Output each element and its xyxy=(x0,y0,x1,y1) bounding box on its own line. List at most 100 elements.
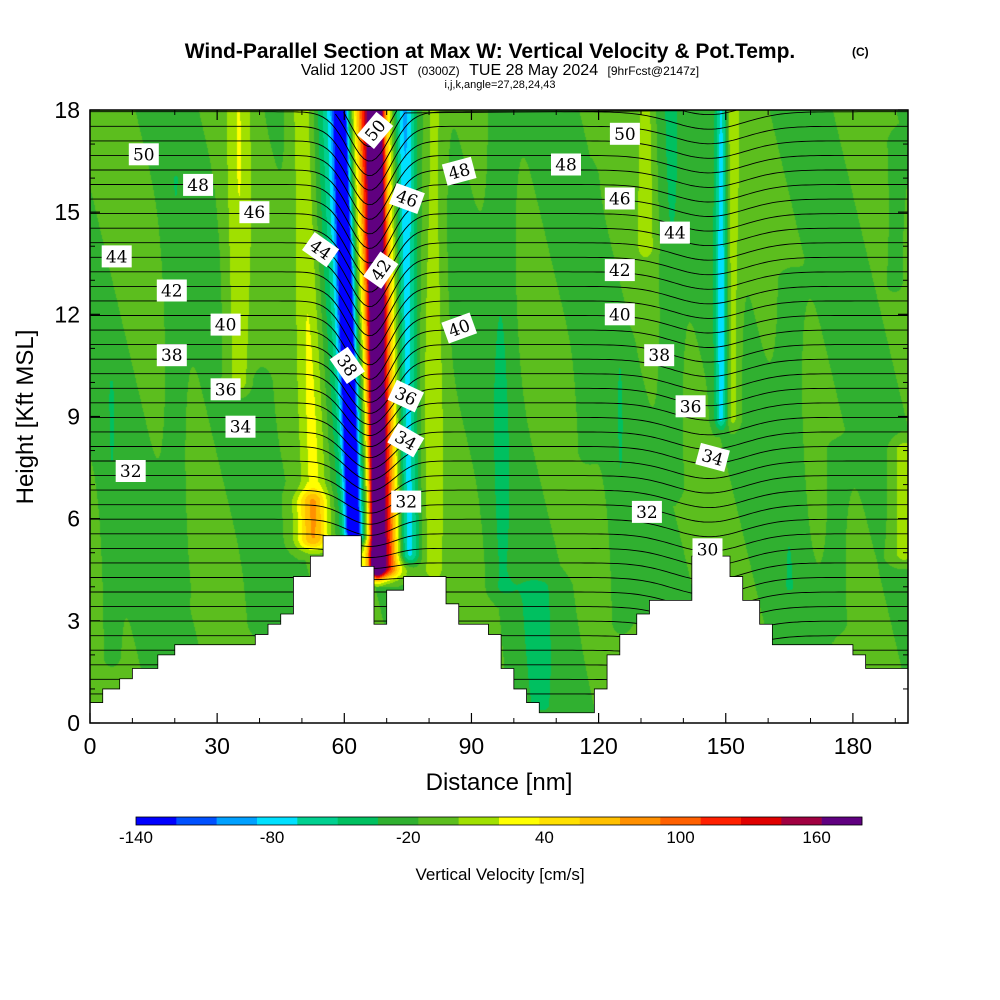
terrain-mask xyxy=(90,535,908,723)
contour-label-box xyxy=(659,221,690,244)
x-tick-label: 150 xyxy=(707,733,745,759)
isentrope-line xyxy=(90,344,908,403)
isentrope-line xyxy=(90,271,908,337)
contour-label-text: 36 xyxy=(680,397,702,417)
colorbar-swatch xyxy=(176,817,217,825)
contour-label: 48 xyxy=(551,153,581,176)
contour-label: 38 xyxy=(156,344,187,367)
isentrope-line xyxy=(90,373,908,425)
x-tick-label: 120 xyxy=(579,733,617,759)
isentrope-line xyxy=(90,184,908,249)
isentrope-line xyxy=(90,547,908,567)
contour-label-box xyxy=(609,122,640,145)
chart-subtitle: Valid 1200 JST (0300Z) TUE 28 May 2024 [… xyxy=(301,62,699,79)
colorbar-swatch xyxy=(741,817,782,825)
y-tick-label: 3 xyxy=(67,608,80,634)
contour-label-box xyxy=(210,378,241,401)
contour-label-box xyxy=(156,344,187,367)
contour-label-text: 42 xyxy=(609,261,631,281)
colorbar-label: -20 xyxy=(396,828,421,847)
colorbar-swatch xyxy=(660,817,701,825)
contour-label: 30 xyxy=(692,538,723,561)
contour-label-text: 42 xyxy=(161,282,183,302)
isentrope-line xyxy=(90,358,908,414)
contour-label: 50 xyxy=(609,122,640,145)
isentrope-line xyxy=(90,154,908,220)
contour-label: 32 xyxy=(631,500,662,523)
contour-label-text: 38 xyxy=(161,346,183,366)
contour-label: 46 xyxy=(604,187,635,210)
contour-label-text: 32 xyxy=(395,493,417,513)
colorbar-swatch xyxy=(297,817,338,825)
contour-label: 42 xyxy=(604,259,635,282)
contour-label-box xyxy=(387,423,425,458)
isentrope-line xyxy=(90,460,908,492)
isentrope-line xyxy=(90,125,908,191)
y-axis-label: Height [Kft MSL] xyxy=(12,330,39,505)
contour-label-text: 38 xyxy=(648,346,670,366)
x-tick-label: 30 xyxy=(204,733,230,759)
forecast-label: [9hrFcst@2147z] xyxy=(608,64,700,78)
contour-label: 38 xyxy=(644,344,675,367)
contour-label-text: 36 xyxy=(215,380,237,400)
colorbar-label: 160 xyxy=(802,828,830,847)
colorbar-swatch xyxy=(418,817,459,825)
contour-label-box xyxy=(387,379,425,413)
colorbar-swatch xyxy=(136,817,177,825)
contour-label: 34 xyxy=(225,415,256,438)
contour-label-box xyxy=(675,395,706,418)
contour-label-box xyxy=(239,201,270,224)
isentrope-line xyxy=(90,518,908,538)
colorbar-swatch xyxy=(337,817,379,825)
contour-label: 32 xyxy=(115,460,146,482)
colorbar-swatch xyxy=(216,817,258,825)
colorbar-swatch xyxy=(821,817,863,825)
colorbar-label: 40 xyxy=(535,828,554,847)
contour-label-text: 50 xyxy=(614,125,636,145)
isentrope-line xyxy=(335,110,737,162)
contour-label: 36 xyxy=(675,395,706,418)
contour-label-text: 50 xyxy=(133,145,155,165)
colorbar-swatch xyxy=(700,817,742,825)
contour-label-box xyxy=(695,442,730,472)
contour-label-box xyxy=(604,187,635,210)
contour-label-box xyxy=(551,153,581,176)
valid-utc-label: (0300Z) xyxy=(418,64,460,78)
x-tick-label: 90 xyxy=(459,733,485,759)
plot-area: 50 48 46 44 42 40 38 36 34 32 44 50 46 42 38 36 34 32 48 40… xyxy=(90,110,908,723)
isentrope-line xyxy=(90,111,908,177)
colorbar-label: -80 xyxy=(260,828,285,847)
isentrope-line xyxy=(90,256,908,322)
colorbar: -140 -80 -20 40 100 160 xyxy=(119,816,863,847)
colorbar-swatch xyxy=(458,817,500,825)
contour-label-box xyxy=(644,344,675,367)
contour-label-box xyxy=(441,312,478,344)
contour-label-box xyxy=(210,313,241,336)
contour-label-box xyxy=(357,111,394,149)
contour-label-text: 32 xyxy=(636,503,658,523)
colorbar-label: 100 xyxy=(666,828,694,847)
isentrope-line xyxy=(90,169,908,235)
contour-label: 40 xyxy=(210,313,241,336)
isentrope-line xyxy=(90,402,908,448)
contour-label-text: 34 xyxy=(230,418,252,438)
y-tick-label: 12 xyxy=(54,301,80,327)
colorbar-swatch xyxy=(257,817,298,825)
contour-label-box xyxy=(441,156,477,186)
contour-label-text: 40 xyxy=(609,305,631,325)
x-tick-label: 0 xyxy=(84,733,97,759)
colorbar-title: Vertical Velocity [cm/s] xyxy=(415,865,584,884)
isentrope-line xyxy=(90,577,908,596)
contour-label-box xyxy=(302,231,340,268)
contour-label: 48 xyxy=(183,173,214,196)
contour-label: 44 xyxy=(659,221,690,244)
contour-label-box xyxy=(604,303,635,326)
y-tick-label: 9 xyxy=(67,404,80,430)
colorbar-label: -140 xyxy=(119,828,153,847)
contour-label: 34 xyxy=(695,442,730,472)
x-tick-label: 60 xyxy=(332,733,358,759)
contour-label-box xyxy=(604,259,635,282)
isentrope-line xyxy=(90,504,908,525)
isentrope-line xyxy=(90,227,908,293)
